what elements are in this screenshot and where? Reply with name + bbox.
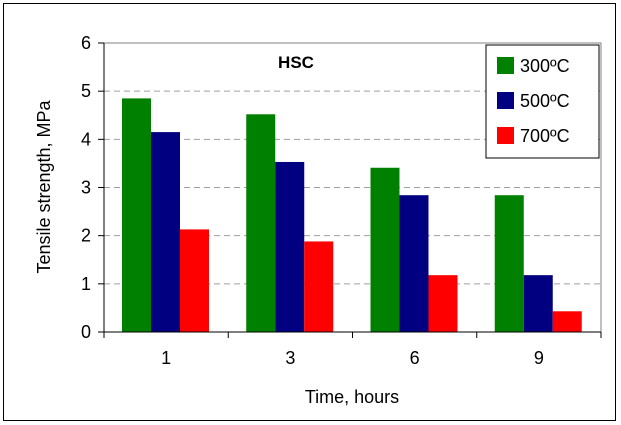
bar — [304, 241, 334, 332]
bar — [180, 229, 209, 332]
y-tick-label: 1 — [81, 274, 91, 294]
x-tick-label: 3 — [285, 348, 295, 368]
x-tick-label: 1 — [161, 348, 171, 368]
y-axis-label: Tensile strength, MPa — [34, 99, 54, 273]
chart-title: HSC — [278, 53, 314, 72]
bar — [370, 167, 400, 332]
bar — [151, 132, 180, 332]
y-tick-label: 4 — [81, 129, 91, 149]
legend-label: 300ºC — [520, 56, 570, 76]
bars — [122, 98, 582, 333]
bar — [275, 161, 305, 332]
legend-label: 700ºC — [520, 126, 570, 146]
bar — [122, 98, 151, 333]
bar — [428, 275, 458, 332]
bar — [399, 195, 429, 332]
y-tick-label: 3 — [81, 178, 91, 198]
bar — [494, 195, 524, 332]
x-tick-label: 6 — [410, 348, 420, 368]
legend: 300ºC 500ºC 700ºC — [485, 44, 600, 159]
bar — [552, 311, 582, 332]
y-tick-label: 6 — [81, 33, 91, 53]
bar — [523, 275, 553, 332]
legend-label: 500ºC — [520, 91, 570, 111]
legend-swatch — [497, 127, 514, 144]
legend-swatch — [497, 57, 514, 74]
bar — [246, 114, 276, 332]
legend-swatch — [497, 92, 514, 109]
x-axis-label: Time, hours — [305, 387, 399, 407]
x-tick-label: 9 — [534, 348, 544, 368]
axes: 0 1 2 3 4 5 6 1 3 6 9 — [81, 33, 602, 368]
y-tick-label: 0 — [81, 322, 91, 342]
y-tick-label: 2 — [81, 226, 91, 246]
y-tick-label: 5 — [81, 81, 91, 101]
